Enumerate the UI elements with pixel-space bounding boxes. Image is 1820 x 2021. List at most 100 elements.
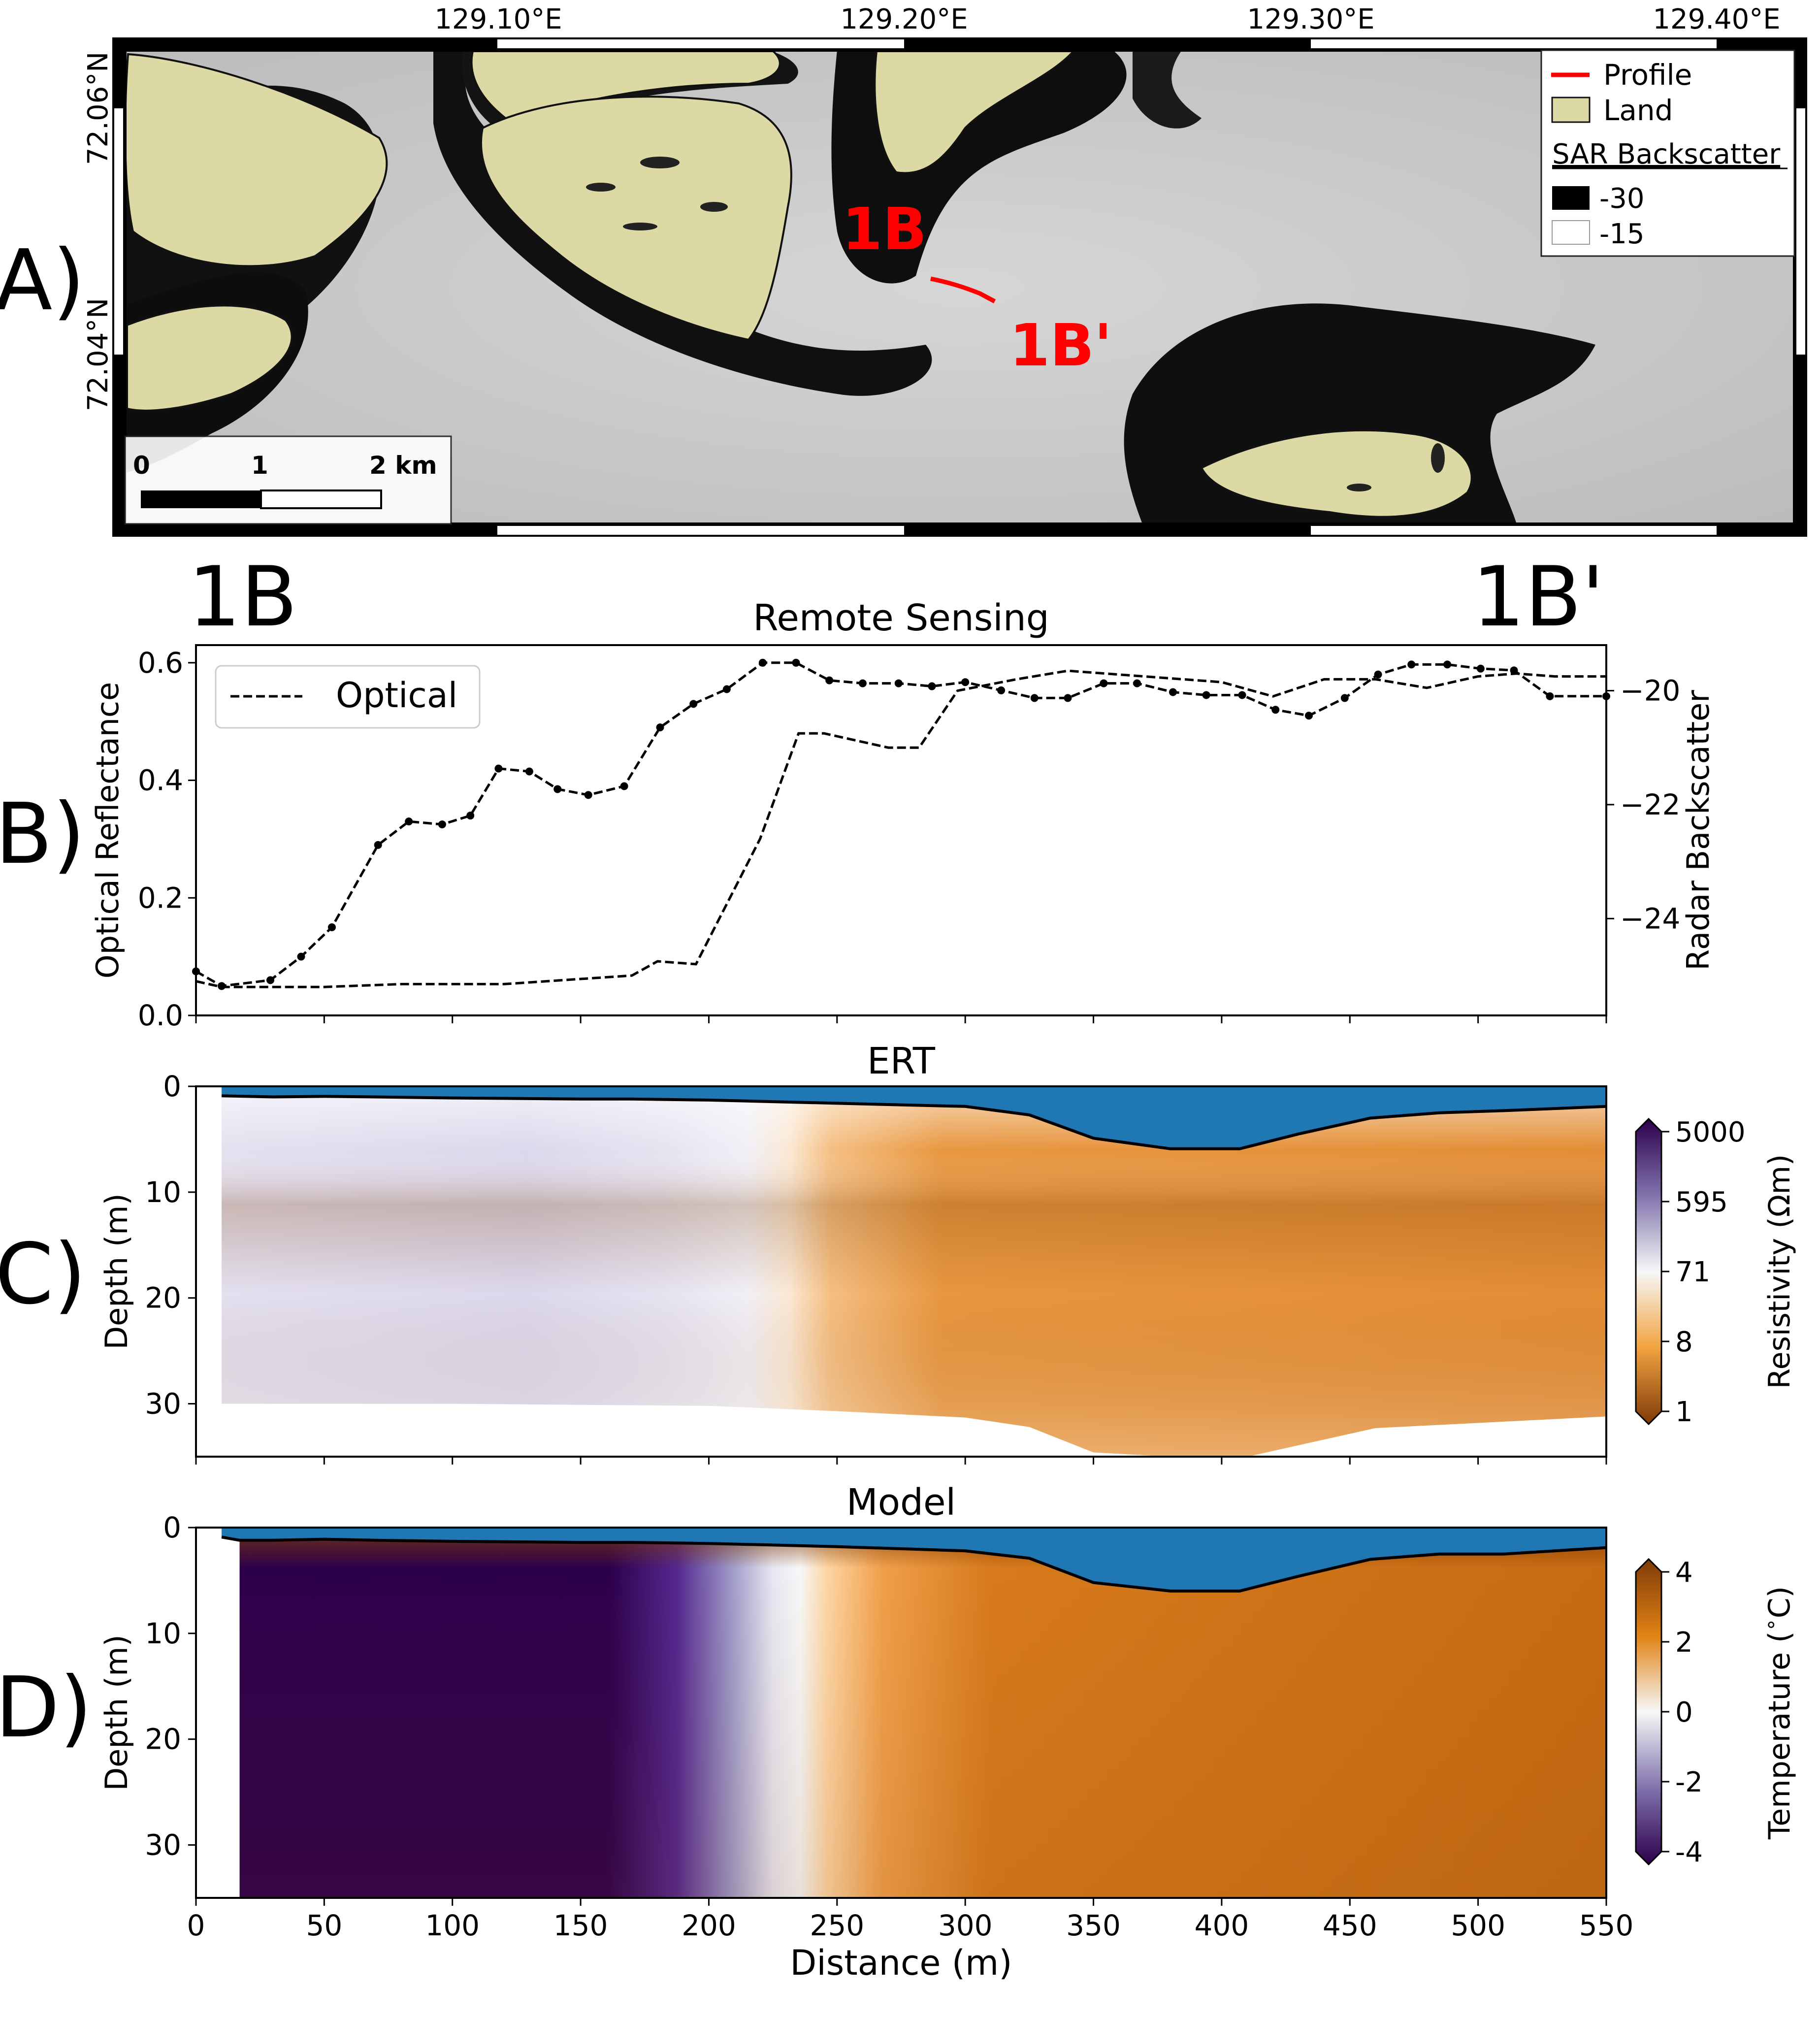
data-point: [656, 723, 664, 732]
x-ticks: [195, 1457, 1607, 1465]
data-point: [1602, 692, 1610, 700]
data-point: [961, 678, 970, 686]
lon-tick-label: 129.40°E: [1653, 3, 1780, 35]
y-axis-label: Depth (m): [98, 1193, 134, 1349]
x-tick-label: 100: [425, 1909, 480, 1942]
data-point: [553, 785, 562, 793]
map-lat-ticks: 72.06°N 72.04°N: [82, 52, 114, 411]
x-tick-label: 0: [187, 1909, 205, 1942]
map-legend: Profile Land SAR Backscatter -30 -15: [1540, 49, 1795, 257]
y-ticks: 0.0 0.2 0.4 0.6: [138, 646, 196, 1032]
lat-tick-label: 72.04°N: [82, 298, 114, 411]
data-point: [1169, 688, 1177, 696]
panel-label-b: B): [0, 785, 85, 883]
x-ticks: [195, 1015, 1607, 1023]
colorbar-tick-label: 8: [1675, 1326, 1693, 1358]
x-ticks: 0 50 100 150 200 250 300 350 400 450 500 550: [187, 1898, 1634, 1942]
x-tick-label: 200: [682, 1909, 736, 1942]
chart-title: Remote Sensing: [753, 597, 1049, 639]
colorbar-tick-label: 71: [1675, 1256, 1710, 1288]
series-line-optical: [195, 661, 1606, 987]
data-point: [1546, 692, 1554, 700]
lat-tick-label: 72.06°N: [82, 52, 114, 165]
x-tick-label: 250: [810, 1909, 864, 1942]
data-point: [758, 658, 767, 667]
plot-area: [195, 1527, 1607, 1899]
legend-sar-high-label: -15: [1599, 218, 1644, 250]
colorbar-tick-label: 2: [1675, 1627, 1693, 1659]
x-tick-label: 150: [553, 1909, 608, 1942]
seabed-line: [221, 1535, 1607, 1593]
legend-label-optical: Optical: [336, 675, 457, 716]
y2-ticks: −24 −22 −20: [1606, 674, 1680, 935]
profile-line: [930, 276, 996, 303]
colorbar-label: Temperature (∘C): [1758, 1586, 1797, 1840]
y-axis-label: Depth (m): [98, 1634, 134, 1791]
colorbar-resistivity: 5000 595 71 8 1 Resistivity (Ωm): [1635, 1116, 1797, 1428]
scalebar-label: 2 km: [369, 451, 437, 480]
colorbar-tick-label: -2: [1675, 1766, 1703, 1798]
data-point: [584, 791, 592, 799]
x-tick-label: 550: [1579, 1909, 1634, 1942]
temperature-depth-shading: [239, 1539, 1606, 1898]
chart-title: Model: [846, 1481, 956, 1524]
data-point: [466, 812, 475, 820]
colorbar-temperature: 4 2 0 -2 -4 Temperature (∘C): [1635, 1557, 1797, 1868]
data-point: [1271, 706, 1280, 714]
data-point: [1238, 691, 1246, 699]
data-point: [192, 967, 200, 976]
colorbar-tick-label: 0: [1675, 1696, 1693, 1728]
colorbar-tick-label: 4: [1675, 1557, 1693, 1589]
profile-start-label: 1B: [842, 195, 927, 263]
y-ticks: 0 10 20 30: [145, 1070, 196, 1421]
y-tick-label: 20: [145, 1281, 181, 1315]
data-point: [722, 685, 731, 693]
data-point: [374, 841, 382, 849]
legend-sar-low-swatch: [1552, 186, 1590, 210]
y-tick-label: 0: [163, 1070, 181, 1103]
y2-tick-label: −22: [1620, 788, 1680, 821]
data-point: [438, 820, 446, 829]
y-tick-label: 0.0: [138, 999, 183, 1032]
panel-d: D) Model 0 50 100 150 200 250 300 350 400 450 500 5…: [0, 1481, 1797, 1983]
data-point: [1374, 670, 1382, 679]
data-point: [1202, 691, 1210, 699]
data-point: [1304, 712, 1313, 720]
data-point: [1407, 660, 1416, 669]
y-ticks: 0 10 20 30: [145, 1511, 196, 1862]
seabed-line: [222, 1094, 1607, 1150]
y-tick-label: 30: [145, 1387, 181, 1421]
data-point: [1030, 694, 1039, 702]
profile-label-end: 1B': [1472, 549, 1604, 645]
y2-axis-label: Radar Backscatter: [1680, 690, 1716, 971]
model-section: [221, 1528, 1607, 1898]
data-point: [1476, 664, 1485, 673]
plot-area: [195, 1085, 1607, 1458]
y-tick-label: 0: [163, 1511, 181, 1544]
profile-end-label: 1B': [1009, 311, 1112, 379]
data-point: [327, 923, 336, 931]
lon-tick-label: 129.20°E: [840, 3, 968, 35]
y-axis-label: Optical Reflectance: [90, 682, 126, 978]
map-scalebar: 0 1 2 km: [124, 435, 452, 525]
lon-tick-label: 129.30°E: [1247, 3, 1374, 35]
data-point: [928, 682, 936, 690]
x-tick-label: 300: [938, 1909, 993, 1942]
lon-tick-label: 129.10°E: [434, 3, 562, 35]
colorbar-ticks: 4 2 0 -2 -4: [1661, 1557, 1703, 1868]
panel-label-a: A): [0, 232, 85, 329]
data-point: [620, 782, 628, 790]
x-tick-label: 400: [1195, 1909, 1249, 1942]
data-point: [1340, 694, 1349, 702]
data-point: [1100, 679, 1108, 687]
series-group: [192, 658, 1610, 990]
resistivity-depth-shading: [222, 1096, 1606, 1457]
data-point: [525, 767, 533, 776]
legend-sar-high-swatch: [1552, 220, 1590, 245]
colorbar-tick-label: 595: [1675, 1186, 1728, 1218]
y2-tick-label: −20: [1620, 674, 1680, 708]
data-point: [825, 676, 834, 685]
colorbar-ticks: 5000 595 71 8 1: [1661, 1116, 1746, 1428]
x-tick-label: 450: [1323, 1909, 1377, 1942]
panel-label-c: C): [0, 1226, 86, 1323]
